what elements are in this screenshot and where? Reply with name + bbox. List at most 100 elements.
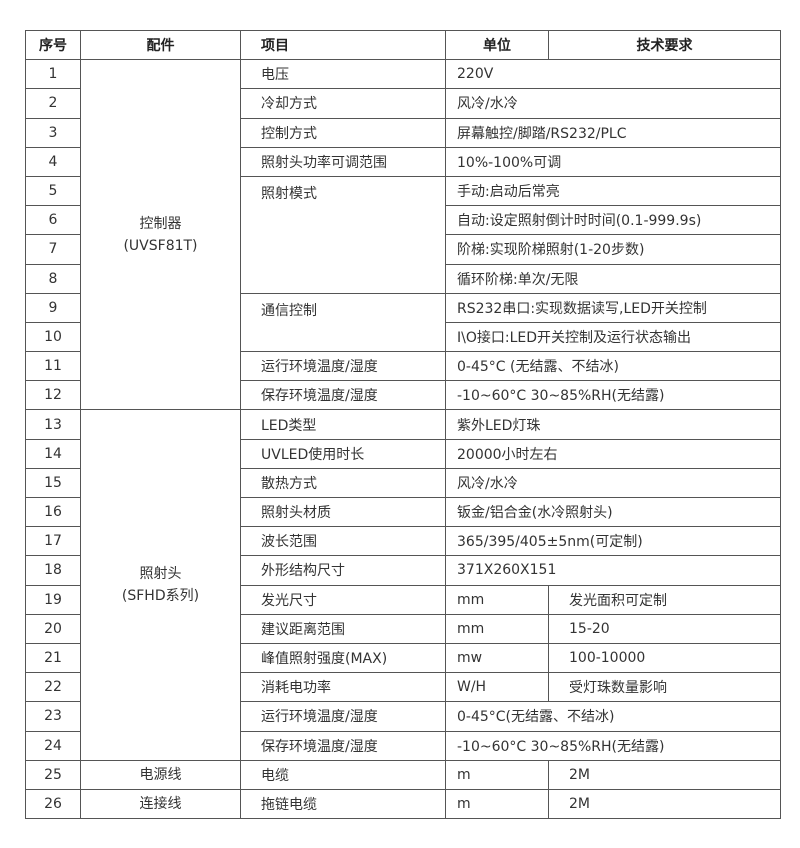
- part-label: 照射头: [139, 566, 182, 583]
- item-name: 发光尺寸: [240, 584, 446, 615]
- header-row: 序号 配件 项目 单位 技术要求: [25, 29, 781, 61]
- spec-value: 20000小时左右: [445, 438, 781, 469]
- row-index: 7: [25, 234, 81, 265]
- table-row: 2 冷却方式 风冷/水冷: [25, 88, 781, 119]
- spec-value: 阶梯:实现阶梯照射(1-20步数): [445, 234, 781, 265]
- part-label: 连接线: [139, 795, 182, 812]
- part-name: 连接线: [80, 788, 241, 820]
- row-index: 23: [25, 701, 81, 732]
- spec-value: 风冷/水冷: [445, 467, 781, 499]
- item-name: 照射模式: [240, 175, 446, 294]
- item-name: 运行环境温度/湿度: [240, 701, 446, 732]
- spec-value: 220V: [445, 59, 781, 90]
- unit-value: m: [445, 788, 549, 820]
- row-index: 13: [25, 409, 81, 440]
- table-row: 12 保存环境温度/湿度 -10~60°C 30~85%RH(无结露): [25, 380, 781, 411]
- row-index: 8: [25, 263, 81, 294]
- part-name: 电源线: [80, 759, 241, 790]
- spec-value: 屏幕触控/脚踏/RS232/PLC: [445, 117, 781, 148]
- spec-value: 2M: [548, 788, 781, 820]
- table-row: 14 UVLED使用时长 20000小时左右: [25, 438, 781, 469]
- header-spec: 技术要求: [548, 29, 781, 61]
- spec-value: 自动:设定照射倒计时时间(0.1-999.9s): [445, 205, 781, 236]
- row-index: 11: [25, 351, 81, 382]
- item-name: 电缆: [240, 759, 446, 790]
- spec-value: 发光面积可定制: [548, 584, 781, 615]
- spec-value: 循环阶梯:单次/无限: [445, 263, 781, 294]
- spec-value: 100-10000: [548, 642, 781, 674]
- row-index: 17: [25, 526, 81, 557]
- part-name: 照射头 (SFHD系列): [80, 409, 241, 761]
- item-name: 控制方式: [240, 117, 446, 148]
- spec-value: 手动:启动后常亮: [445, 175, 781, 207]
- row-index: 10: [25, 321, 81, 353]
- table-row: 10 I\O接口:LED开关控制及运行状态输出: [25, 321, 781, 353]
- item-name: 外形结构尺寸: [240, 555, 446, 586]
- table-body: 1 控制器 (UVSF81T) 电压 220V 2 冷却方式 风冷/水冷 3 控制方式 屏幕触控/脚…: [25, 59, 781, 820]
- table-row: 21 峰值照射强度(MAX) mw 100-10000: [25, 642, 781, 674]
- part-label: 电源线: [139, 766, 182, 783]
- item-name: 通信控制: [240, 292, 446, 353]
- table-row: 15 散热方式 风冷/水冷: [25, 467, 781, 499]
- row-index: 14: [25, 438, 81, 469]
- table-row: 17 波长范围 365/395/405±5nm(可定制): [25, 526, 781, 557]
- item-name: 冷却方式: [240, 88, 446, 119]
- item-name: 保存环境温度/湿度: [240, 730, 446, 761]
- row-index: 3: [25, 117, 81, 148]
- table-row: 23 运行环境温度/湿度 0-45°C(无结露、不结冰): [25, 701, 781, 732]
- table-row: 25 电源线 电缆 m 2M: [25, 759, 781, 790]
- unit-value: mm: [445, 584, 549, 615]
- row-index: 5: [25, 175, 81, 207]
- table-row: 3 控制方式 屏幕触控/脚踏/RS232/PLC: [25, 117, 781, 148]
- row-index: 16: [25, 496, 81, 528]
- spec-value: 15-20: [548, 613, 781, 644]
- row-index: 15: [25, 467, 81, 499]
- table-row: 5 照射模式 手动:启动后常亮: [25, 175, 781, 294]
- spec-value: 365/395/405±5nm(可定制): [445, 526, 781, 557]
- row-index: 24: [25, 730, 81, 761]
- table-row: 9 通信控制 RS232串口:实现数据读写,LED开关控制: [25, 292, 781, 353]
- spec-value: 风冷/水冷: [445, 88, 781, 119]
- item-name: 波长范围: [240, 526, 446, 557]
- spec-value: 10%-100%可调: [445, 146, 781, 177]
- row-index: 22: [25, 672, 81, 703]
- item-name: 照射头材质: [240, 496, 446, 528]
- item-name: 电压: [240, 59, 446, 90]
- header-unit: 单位: [445, 29, 549, 61]
- row-index: 4: [25, 146, 81, 177]
- header-index: 序号: [25, 29, 81, 61]
- unit-value: mw: [445, 642, 549, 674]
- part-model: (UVSF81T): [123, 237, 198, 254]
- table-row: 1 控制器 (UVSF81T) 电压 220V: [25, 59, 781, 411]
- spec-value: 371X260X151: [445, 555, 781, 586]
- item-name: 运行环境温度/湿度: [240, 351, 446, 382]
- row-index: 1: [25, 59, 81, 90]
- table-row: 16 照射头材质 钣金/铝合金(水冷照射头): [25, 496, 781, 528]
- item-name: 消耗电功率: [240, 672, 446, 703]
- row-index: 18: [25, 555, 81, 586]
- row-index: 9: [25, 292, 81, 323]
- row-index: 20: [25, 613, 81, 644]
- unit-value: mm: [445, 613, 549, 644]
- spec-value: RS232串口:实现数据读写,LED开关控制: [445, 292, 781, 323]
- table-row: 26 连接线 拖链电缆 m 2M: [25, 788, 781, 820]
- part-name: 控制器 (UVSF81T): [80, 59, 241, 411]
- table-row: 11 运行环境温度/湿度 0-45°C (无结露、不结冰): [25, 351, 781, 382]
- spec-value: 紫外LED灯珠: [445, 409, 781, 440]
- item-name: 散热方式: [240, 467, 446, 499]
- item-name: UVLED使用时长: [240, 438, 446, 469]
- header-part: 配件: [80, 29, 241, 61]
- row-index: 25: [25, 759, 81, 790]
- item-name: LED类型: [240, 409, 446, 440]
- item-name: 峰值照射强度(MAX): [240, 642, 446, 674]
- row-index: 6: [25, 205, 81, 236]
- spec-value: -10~60°C 30~85%RH(无结露): [445, 380, 781, 411]
- table-row: 22 消耗电功率 W/H 受灯珠数量影响: [25, 672, 781, 703]
- item-name: 拖链电缆: [240, 788, 446, 820]
- header-item: 项目: [240, 29, 446, 61]
- spec-table: 序号 配件 项目 单位 技术要求 1 控制器 (UVSF81T) 电压 220V 2 冷却方…: [25, 29, 781, 820]
- spec-value: 钣金/铝合金(水冷照射头): [445, 496, 781, 528]
- row-index: 21: [25, 642, 81, 674]
- part-label: 控制器: [139, 215, 182, 232]
- spec-value: 2M: [548, 759, 781, 790]
